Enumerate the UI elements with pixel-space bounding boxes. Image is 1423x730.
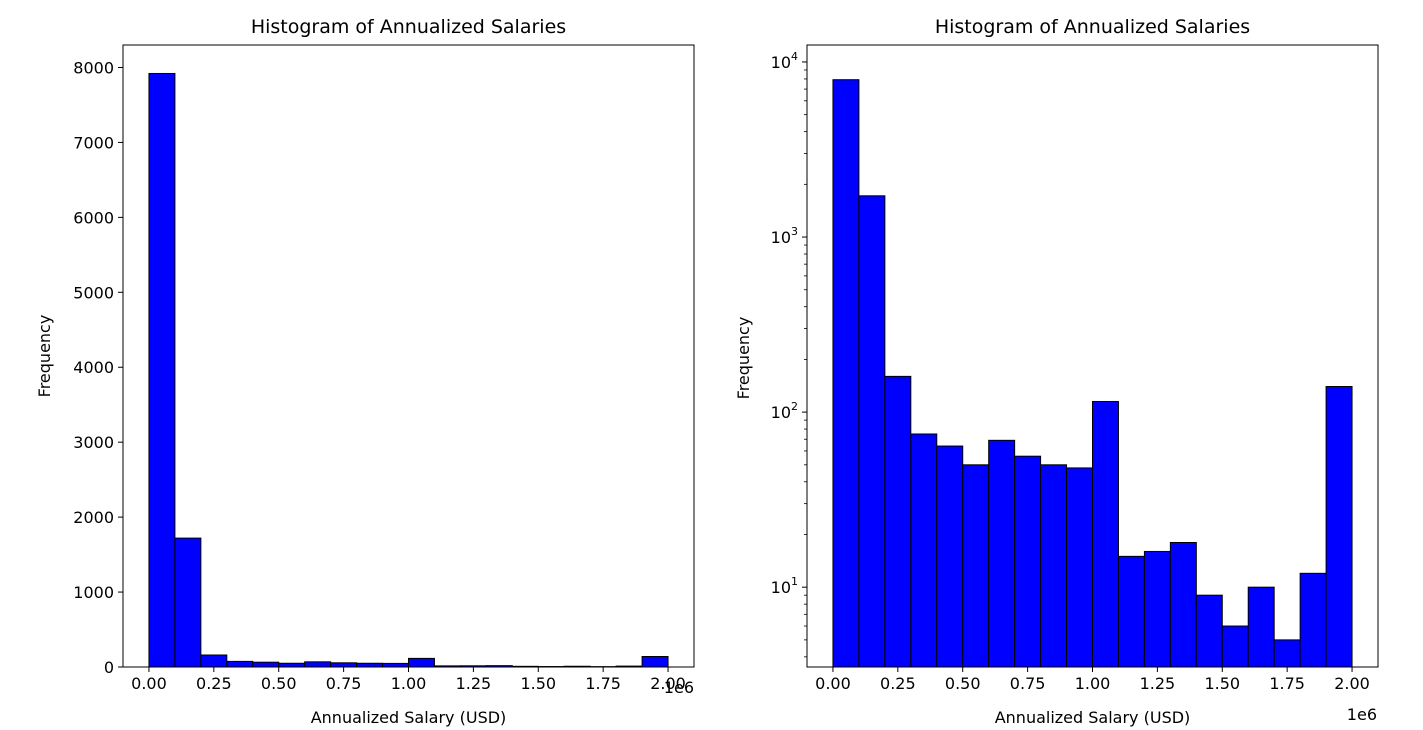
histogram-bar — [858, 195, 886, 668]
x-tick-label: 0.50 — [945, 674, 981, 693]
y-tick-label: 101 — [771, 575, 798, 597]
y-tick-label: 2000 — [73, 508, 114, 527]
x-ticks-log: 0.00 0.25 0.50 0.75 1.00 1.25 1.50 1.75 2.00 — [815, 667, 1370, 693]
y-tick-label: 5000 — [73, 283, 114, 302]
bars-linear — [148, 72, 669, 668]
x-tick-label: 1.00 — [1075, 674, 1111, 693]
histogram-bar — [1143, 550, 1171, 668]
y-tick-label: 3000 — [73, 433, 114, 452]
histogram-bar — [1221, 625, 1249, 668]
y-tick-label: 6000 — [73, 208, 114, 227]
x-tick-label: 1.50 — [520, 674, 556, 693]
histogram-bar — [884, 375, 912, 668]
histogram-bar — [408, 657, 435, 668]
x-tick-label: 0.75 — [1010, 674, 1046, 693]
x-tick-label: 1.25 — [456, 674, 492, 693]
x-tick-label: 0.25 — [880, 674, 916, 693]
histogram-bar — [1092, 400, 1119, 668]
histogram-bar — [1299, 572, 1327, 668]
histogram-bar — [832, 79, 860, 668]
chart-title-log: Histogram of Annualized Salaries — [935, 16, 1250, 38]
x-tick-label: 0.00 — [815, 674, 851, 693]
bars-log — [832, 79, 1353, 668]
x-tick-label: 1.25 — [1140, 674, 1176, 693]
histogram-bar — [936, 445, 964, 668]
histogram-bar — [304, 661, 332, 668]
y-ticks-linear: 0 1000 2000 3000 4000 5000 6000 7000 8000 — [73, 58, 123, 677]
y-tick-label: 0 — [104, 658, 114, 677]
y-tick-label: 1000 — [73, 583, 114, 602]
x-tick-label: 2.00 — [1334, 674, 1370, 693]
histogram-bar — [1040, 464, 1068, 668]
histogram-bar — [988, 439, 1016, 668]
histogram-bar — [1117, 555, 1145, 668]
y-tick-label: 4000 — [73, 358, 114, 377]
x-axis-label-linear: Annualized Salary (USD) — [311, 708, 507, 727]
y-tick-label: 104 — [771, 50, 798, 72]
y-axis-label-linear: Frequency — [35, 315, 54, 398]
histogram-bar — [382, 662, 409, 668]
histogram-bar — [641, 656, 669, 668]
histogram-bar — [278, 662, 306, 668]
x-tick-label: 0.50 — [261, 674, 297, 693]
histogram-bar — [252, 661, 280, 668]
histogram-linear-panel: 0.00 0.25 0.50 0.75 1.00 1.25 1.50 1.75 2.00 0 10… — [35, 16, 695, 727]
x-tick-label: 1.50 — [1204, 674, 1240, 693]
histogram-bar — [174, 537, 202, 668]
x-tick-label: 1.75 — [1269, 674, 1305, 693]
histogram-bar — [1247, 586, 1275, 668]
y-ticks-log: 101 102 103 104 — [771, 50, 807, 658]
histogram-bar — [1195, 594, 1223, 668]
x-tick-label: 1.75 — [585, 674, 621, 693]
histogram-bar — [330, 662, 358, 668]
x-tick-label: 2.00 — [650, 674, 686, 693]
x-offset-label-log: 1e6 — [1347, 705, 1377, 724]
x-offset-label-linear: 1e6 — [664, 678, 694, 697]
histogram-bar — [200, 654, 228, 668]
histogram-bar — [1325, 386, 1353, 668]
histogram-bar — [1066, 467, 1093, 668]
y-axis-label-log: Frequency — [734, 317, 753, 400]
x-ticks-linear: 0.00 0.25 0.50 0.75 1.00 1.25 1.50 1.75 2.00 — [131, 667, 686, 693]
x-tick-label: 0.00 — [131, 674, 167, 693]
plot-area-linear — [123, 45, 694, 667]
histogram-bar — [910, 433, 938, 668]
histogram-bar — [1014, 455, 1042, 668]
histogram-bar — [226, 660, 254, 668]
axes-frame-log — [806, 44, 1379, 668]
axes-frame-linear — [122, 44, 695, 668]
y-tick-label: 8000 — [73, 58, 114, 77]
y-tick-label: 102 — [771, 400, 798, 422]
histogram-bar — [1169, 541, 1197, 668]
histogram-bar — [962, 464, 990, 668]
histogram-bar — [148, 72, 176, 668]
x-axis-label-log: Annualized Salary (USD) — [995, 708, 1191, 727]
x-tick-label: 0.25 — [196, 674, 232, 693]
x-tick-label: 1.00 — [391, 674, 427, 693]
histogram-bar — [1273, 639, 1301, 668]
x-tick-label: 0.75 — [326, 674, 362, 693]
histogram-log-panel: 0.00 0.25 0.50 0.75 1.00 1.25 1.50 1.75 2.00 101… — [734, 16, 1379, 727]
chart-title-linear: Histogram of Annualized Salaries — [251, 16, 566, 38]
histogram-bar — [356, 662, 384, 668]
y-tick-label: 103 — [771, 225, 798, 247]
y-tick-label: 7000 — [73, 133, 114, 152]
